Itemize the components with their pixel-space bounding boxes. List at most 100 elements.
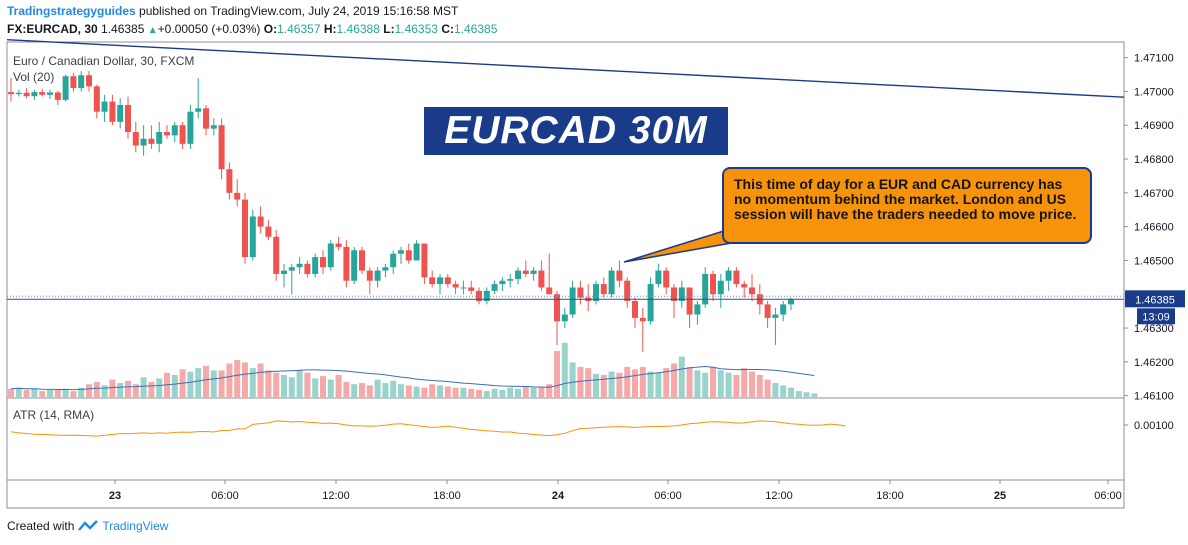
time-tick-label: 18:00 bbox=[433, 490, 461, 502]
volume-bar bbox=[359, 383, 365, 398]
tradingview-brand[interactable]: TradingView bbox=[102, 519, 169, 533]
candle-body bbox=[39, 92, 46, 95]
candle-body bbox=[663, 270, 670, 288]
volume-bar bbox=[444, 386, 451, 398]
candle-body bbox=[725, 270, 732, 281]
volume-bar bbox=[694, 370, 701, 398]
candle-body bbox=[132, 132, 139, 146]
atr-tick-label: 0.00100 bbox=[1134, 420, 1174, 432]
tradingview-logo-icon bbox=[78, 520, 99, 531]
atr-line bbox=[10, 420, 846, 437]
volume-bar bbox=[437, 385, 443, 398]
close-value: 1.46385 bbox=[453, 22, 498, 36]
candle-body bbox=[54, 92, 61, 100]
price-tick-label: 1.46300 bbox=[1134, 323, 1174, 335]
candle-body bbox=[70, 76, 77, 89]
volume-bar bbox=[132, 384, 139, 398]
volume-bar bbox=[86, 384, 92, 398]
candle-body bbox=[23, 92, 30, 97]
candle-body bbox=[632, 301, 638, 318]
volume-bar bbox=[772, 383, 779, 398]
candle-body bbox=[93, 86, 100, 112]
open-label: O: bbox=[263, 22, 278, 36]
volume-bar bbox=[671, 363, 677, 398]
candle-body bbox=[507, 279, 514, 281]
volume-bar bbox=[608, 371, 615, 398]
candle-body bbox=[710, 273, 716, 295]
volume-bar bbox=[678, 356, 685, 398]
publisher-link[interactable]: Tradingstrategyguides bbox=[7, 4, 136, 18]
volume-bar bbox=[374, 379, 381, 398]
candle-body bbox=[390, 253, 397, 268]
volume-bar bbox=[624, 366, 631, 398]
volume-bar bbox=[780, 385, 787, 398]
volume-bar bbox=[452, 387, 459, 398]
candle-body bbox=[694, 304, 701, 315]
volume-bar bbox=[164, 372, 170, 398]
candle-body bbox=[452, 284, 459, 288]
candle-body bbox=[717, 280, 724, 295]
volume-ma-line bbox=[10, 365, 815, 391]
volume-bar bbox=[125, 380, 131, 398]
volume-bar bbox=[647, 371, 654, 398]
candle-body bbox=[296, 263, 303, 268]
candle-body bbox=[647, 284, 654, 322]
volume-bar bbox=[140, 377, 147, 398]
time-tick-label: 25 bbox=[994, 490, 1006, 502]
candle-body bbox=[265, 226, 272, 237]
volume-bar bbox=[554, 350, 560, 398]
volume-bar bbox=[320, 376, 326, 398]
volume-bar bbox=[515, 388, 521, 398]
volume-bar bbox=[210, 370, 217, 398]
volume-bar bbox=[421, 387, 428, 398]
volume-bar bbox=[257, 363, 264, 398]
volume-bar bbox=[585, 368, 592, 398]
price-tick-label: 1.46600 bbox=[1134, 222, 1174, 234]
candle-body bbox=[171, 125, 178, 136]
candle-body bbox=[608, 270, 615, 295]
volume-bar bbox=[273, 372, 280, 398]
candle-body bbox=[538, 270, 545, 288]
volume-bar bbox=[54, 389, 61, 398]
volume-bar bbox=[8, 388, 14, 398]
time-tick-label: 18:00 bbox=[876, 490, 904, 502]
candle-body bbox=[702, 273, 709, 305]
volume-bar bbox=[390, 380, 397, 398]
candle-body bbox=[624, 280, 631, 301]
candle-body bbox=[257, 216, 264, 227]
volume-bar bbox=[234, 360, 241, 398]
time-tick-label: 23 bbox=[109, 490, 121, 502]
published-text: published on TradingView.com, July 24, 2… bbox=[135, 4, 459, 18]
candle-body bbox=[304, 263, 311, 274]
candle-body bbox=[8, 92, 14, 95]
time-tick-label: 12:00 bbox=[322, 490, 350, 502]
last-price-badge bbox=[1125, 290, 1185, 308]
volume-bar bbox=[632, 369, 638, 398]
candle-body bbox=[398, 250, 404, 254]
candle-body bbox=[288, 267, 295, 271]
high-label: H: bbox=[323, 22, 337, 36]
atr-legend: ATR (14, RMA) bbox=[13, 408, 94, 422]
volume-bar bbox=[491, 388, 498, 398]
candle-body bbox=[788, 299, 794, 305]
volume-legend: Vol (20) bbox=[13, 70, 54, 84]
volume-bar bbox=[312, 378, 319, 398]
volume-bar bbox=[795, 391, 802, 398]
candle-body bbox=[772, 314, 779, 318]
candle-body bbox=[468, 287, 475, 291]
volume-bar bbox=[655, 372, 662, 398]
low-label: L: bbox=[383, 22, 395, 36]
time-tick-label: 06:00 bbox=[654, 490, 682, 502]
candle-body bbox=[429, 277, 436, 285]
volume-bar bbox=[468, 388, 475, 398]
candle-body bbox=[671, 287, 677, 301]
volume-bar bbox=[577, 366, 584, 398]
candle-body bbox=[187, 111, 194, 144]
volume-bar bbox=[242, 362, 248, 398]
price-tick-label: 1.46800 bbox=[1134, 154, 1174, 166]
candle-body bbox=[312, 257, 319, 274]
candle-body bbox=[86, 75, 92, 87]
candle-body bbox=[210, 125, 217, 129]
time-tick-label: 06:00 bbox=[211, 490, 239, 502]
